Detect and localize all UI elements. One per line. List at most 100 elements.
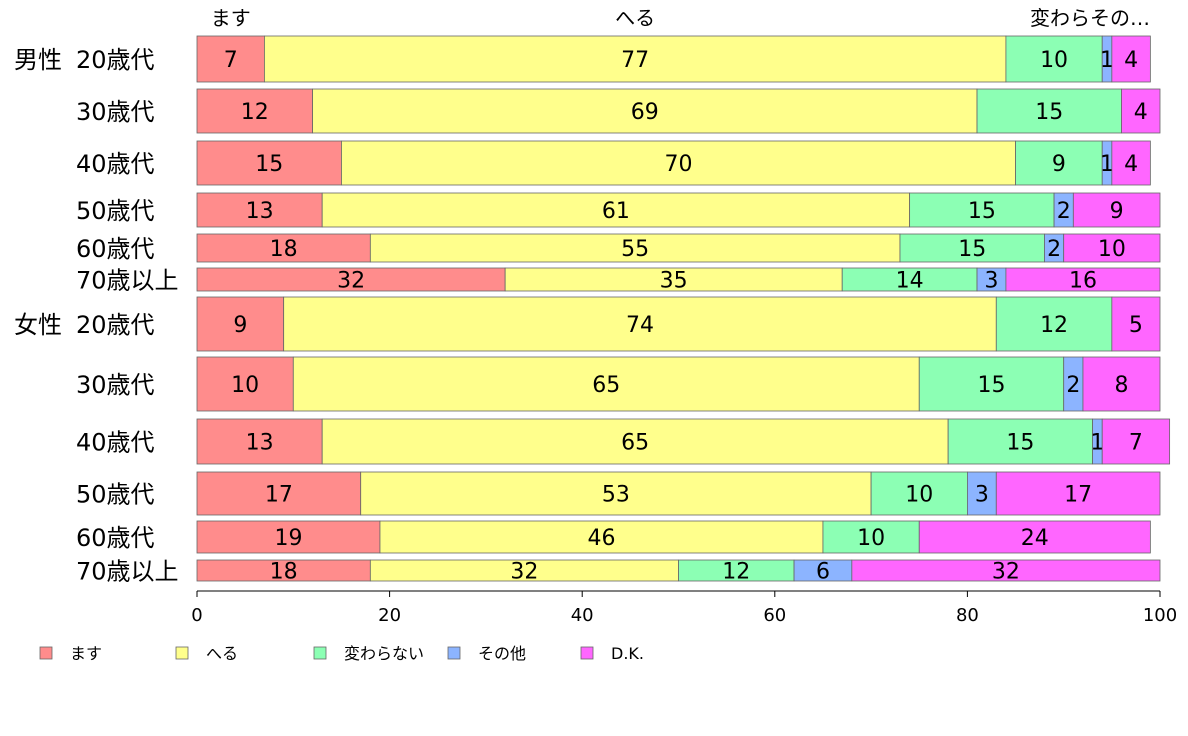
data-label: 9 (1052, 152, 1066, 177)
data-label: 10 (1040, 48, 1068, 73)
bar-segment (1121, 88, 1161, 134)
bar-segment (196, 192, 323, 228)
data-label: 18 (270, 237, 298, 262)
data-label: 15 (1006, 431, 1034, 456)
data-label: 17 (1064, 483, 1092, 508)
data-label: 13 (246, 199, 274, 224)
bar-segment (870, 471, 968, 516)
bar-segment (918, 520, 1151, 554)
data-label: 14 (896, 269, 924, 294)
bar-segment (379, 520, 824, 554)
row-label: 70歳以上 (76, 558, 179, 586)
bar-segment (851, 559, 1161, 582)
bar-segment (995, 296, 1113, 352)
bar-segment (196, 233, 371, 263)
data-label: 6 (816, 560, 830, 585)
bar-segment (196, 35, 265, 83)
data-label: 46 (587, 526, 615, 551)
legend: ます へる 変わらない その他 D.K. (39, 644, 644, 663)
row-label: 20歳代 (76, 46, 155, 74)
bar-segment (822, 520, 920, 554)
data-label: 18 (270, 560, 298, 585)
bar-segment (1072, 192, 1161, 228)
bar-segment (196, 296, 285, 352)
data-label: 2 (1047, 237, 1061, 262)
data-label: 3 (984, 269, 998, 294)
legend-label: D.K. (611, 644, 644, 663)
x-tick-label: 60 (763, 605, 786, 626)
data-label: 65 (621, 431, 649, 456)
data-label: 1 (1100, 152, 1114, 177)
x-axis: 0 20 40 60 80 100 (191, 590, 1177, 626)
legend-item: へる (175, 644, 238, 663)
legend-item: その他 (447, 644, 526, 663)
data-label: 10 (857, 526, 885, 551)
bar-segment (995, 471, 1161, 516)
bar-segment (264, 35, 1007, 83)
data-label: 1 (1090, 431, 1104, 456)
data-label: 74 (626, 313, 654, 338)
bar-segment (283, 296, 997, 352)
bar-segment (196, 418, 323, 465)
data-label: 35 (660, 269, 688, 294)
bar-segment (1111, 296, 1161, 352)
x-tick-label: 20 (378, 605, 401, 626)
data-label: 3 (975, 483, 989, 508)
data-label: 10 (905, 483, 933, 508)
data-label: 15 (968, 199, 996, 224)
data-label: 15 (255, 152, 283, 177)
row-label: 40歳代 (76, 150, 155, 178)
x-tick-label: 100 (1143, 605, 1177, 626)
row-label: 30歳代 (76, 98, 155, 126)
row-label: 60歳代 (76, 235, 155, 263)
bar-segment (321, 192, 911, 228)
x-tick-label: 40 (571, 605, 594, 626)
row-label: 70歳以上 (76, 267, 179, 295)
data-label: 55 (621, 237, 649, 262)
row-label: 20歳代 (76, 311, 155, 339)
data-label: 32 (337, 269, 365, 294)
legend-label: その他 (478, 644, 526, 663)
bar-segment (1005, 267, 1161, 292)
bar-segment (292, 356, 920, 412)
data-label: 69 (631, 100, 659, 125)
top-label: ます (211, 6, 251, 30)
data-label: 12 (1040, 313, 1068, 338)
data-label: 4 (1124, 152, 1138, 177)
data-label: 32 (992, 560, 1020, 585)
bar-segment (1111, 140, 1151, 186)
top-labels: ます へる 変わらその… (211, 6, 1150, 30)
group-label: 女性 (14, 311, 62, 339)
data-label: 32 (510, 560, 538, 585)
bar-segment (369, 233, 901, 263)
legend-swatch (39, 646, 53, 660)
data-label: 7 (224, 48, 238, 73)
row-label: 50歳代 (76, 197, 155, 225)
data-label: 8 (1114, 373, 1128, 398)
data-label: 70 (665, 152, 693, 177)
data-label: 9 (1110, 199, 1124, 224)
legend-item: ます (39, 644, 102, 663)
bar-segment (196, 471, 362, 516)
top-label: へる (615, 6, 655, 30)
legend-swatch (447, 646, 461, 660)
x-tick-label: 80 (956, 605, 979, 626)
data-label: 15 (958, 237, 986, 262)
data-label: 65 (592, 373, 620, 398)
bar-segment (899, 233, 1045, 263)
data-label: 12 (722, 560, 750, 585)
data-label: 15 (1035, 100, 1063, 125)
bar-segment (360, 471, 872, 516)
data-label: 17 (265, 483, 293, 508)
bar-segment (947, 418, 1093, 465)
legend-item: 変わらない (313, 644, 424, 663)
data-label: 19 (274, 526, 302, 551)
legend-swatch (175, 646, 189, 660)
bar-segment (1101, 418, 1171, 465)
bar-segment (196, 140, 342, 186)
data-label: 2 (1066, 373, 1080, 398)
row-label: 30歳代 (76, 371, 155, 399)
data-label: 12 (241, 100, 269, 125)
